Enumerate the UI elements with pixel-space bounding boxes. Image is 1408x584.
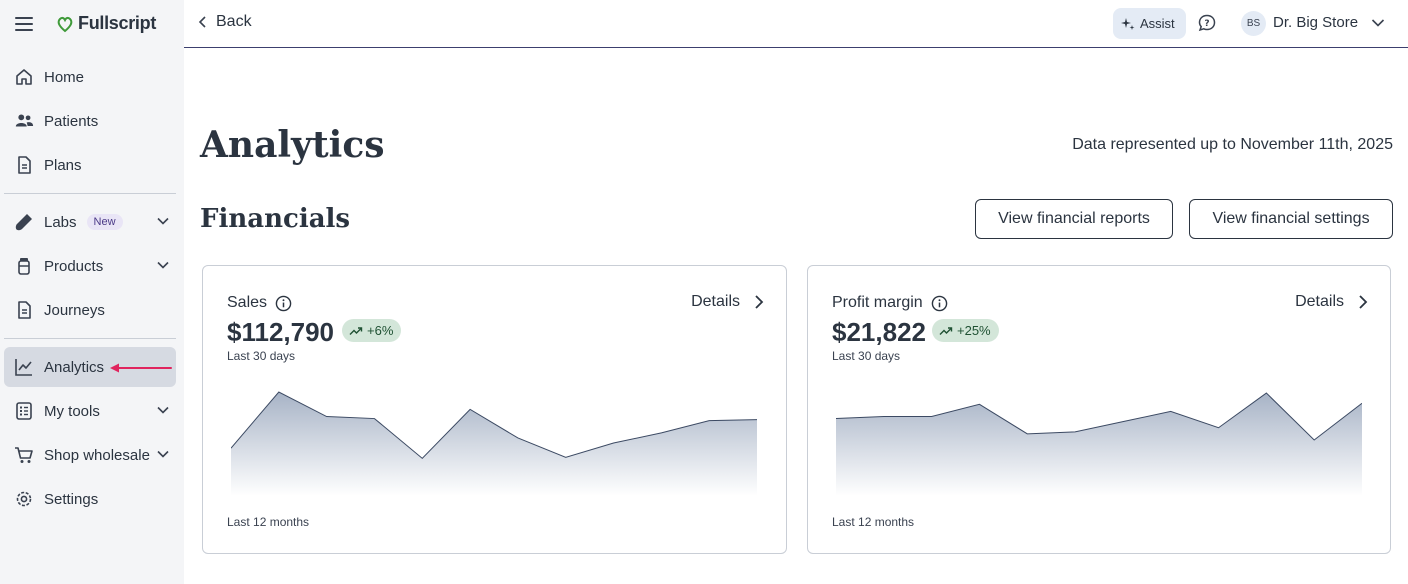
sidebar-divider bbox=[4, 193, 176, 194]
analytics-icon bbox=[14, 357, 34, 377]
patients-icon bbox=[14, 111, 34, 131]
page-title: Analytics bbox=[200, 124, 385, 166]
sidebar-item-label: My tools bbox=[44, 402, 100, 420]
details-link[interactable]: Details bbox=[691, 293, 764, 311]
new-badge: New bbox=[86, 214, 123, 230]
plans-icon bbox=[14, 155, 34, 175]
chart-range-label: Last 12 months bbox=[832, 515, 915, 529]
chevron-down-icon[interactable] bbox=[156, 447, 170, 461]
app-name: Fullscript bbox=[78, 13, 157, 33]
sidebar-item-patients[interactable]: Patients bbox=[4, 101, 176, 141]
sidebar-item-plans[interactable]: Plans bbox=[4, 145, 176, 185]
chevron-right-icon bbox=[1359, 295, 1368, 309]
details-link[interactable]: Details bbox=[1295, 293, 1368, 311]
sidebar: Fullscript Home Patients Plans Labs New … bbox=[0, 0, 184, 584]
assist-label: Assist bbox=[1140, 16, 1175, 31]
trending-up-icon bbox=[939, 326, 953, 335]
chart-range-label: Last 12 months bbox=[227, 515, 310, 529]
profit-margin-sparkline bbox=[836, 392, 1362, 496]
card-label: Profit margin bbox=[832, 294, 948, 312]
chevron-right-icon bbox=[755, 295, 764, 309]
metric-value: $21,822 bbox=[832, 317, 926, 347]
sparkle-icon bbox=[1121, 17, 1135, 30]
tools-icon bbox=[14, 401, 34, 421]
sidebar-header: Fullscript bbox=[0, 0, 184, 48]
chevron-down-icon[interactable] bbox=[156, 258, 170, 272]
back-button[interactable]: Back bbox=[198, 13, 252, 31]
view-financial-reports-button[interactable]: View financial reports bbox=[975, 199, 1173, 239]
user-menu[interactable]: Dr. Big Store bbox=[1273, 14, 1359, 31]
sales-sparkline bbox=[231, 391, 757, 496]
sidebar-item-products[interactable]: Products bbox=[4, 246, 176, 286]
card-title: Sales bbox=[227, 294, 268, 311]
back-label: Back bbox=[216, 13, 252, 30]
svg-text:?: ? bbox=[1204, 19, 1209, 29]
sparkline-area bbox=[836, 393, 1362, 496]
sidebar-item-label: Shop wholesale bbox=[44, 446, 150, 464]
chevron-left-icon bbox=[198, 16, 206, 28]
sidebar-item-label: Settings bbox=[44, 490, 99, 508]
cart-icon bbox=[14, 445, 34, 465]
sidebar-item-my-tools[interactable]: My tools bbox=[4, 391, 176, 431]
trend-value: +25% bbox=[957, 323, 991, 338]
home-icon bbox=[14, 67, 34, 87]
trend-value: +6% bbox=[367, 323, 394, 338]
period-label: Last 30 days bbox=[227, 349, 296, 363]
sparkline-line bbox=[231, 391, 757, 460]
section-title: Financials bbox=[200, 204, 351, 234]
chevron-down-icon[interactable] bbox=[156, 403, 170, 417]
card-label: Sales bbox=[227, 294, 292, 312]
sidebar-item-label: Plans bbox=[44, 156, 82, 174]
sales-card: Sales Details $112,790 +6% Last 30 days … bbox=[202, 265, 787, 554]
trend-badge: +25% bbox=[932, 319, 999, 342]
sidebar-item-label: Products bbox=[44, 257, 104, 275]
profit-margin-card: Profit margin Details $21,822 +25% Last … bbox=[807, 265, 1391, 554]
info-icon[interactable] bbox=[931, 295, 948, 312]
leaf-logo-icon bbox=[57, 16, 73, 32]
period-label: Last 30 days bbox=[832, 349, 901, 363]
labs-icon bbox=[14, 212, 34, 232]
trend-badge: +6% bbox=[342, 319, 402, 342]
sidebar-item-label: Patients bbox=[44, 112, 99, 130]
hamburger-menu-icon[interactable] bbox=[15, 17, 33, 31]
journeys-icon bbox=[14, 300, 34, 320]
annotation-arrow-icon bbox=[110, 363, 172, 373]
sidebar-item-journeys[interactable]: Journeys bbox=[4, 290, 176, 330]
sparkline-line bbox=[836, 392, 1362, 441]
sidebar-divider bbox=[4, 338, 176, 339]
sidebar-item-label: Labs bbox=[44, 213, 77, 231]
trending-up-icon bbox=[349, 326, 363, 335]
info-icon[interactable] bbox=[275, 295, 292, 312]
fullscript-logo[interactable]: Fullscript bbox=[56, 13, 156, 34]
gear-icon bbox=[14, 489, 34, 509]
top-bar: Back Assist ? BS Dr. Big Store bbox=[184, 0, 1408, 48]
details-label: Details bbox=[691, 293, 740, 310]
details-label: Details bbox=[1295, 293, 1344, 310]
metric-value: $112,790 bbox=[227, 317, 335, 347]
sidebar-item-labs[interactable]: Labs New bbox=[4, 202, 176, 242]
chevron-down-icon[interactable] bbox=[1371, 16, 1385, 30]
sparkline-area bbox=[231, 392, 757, 496]
sidebar-item-label: Home bbox=[44, 68, 85, 86]
products-icon bbox=[14, 256, 34, 276]
data-date-note: Data represented up to November 11th, 20… bbox=[1072, 136, 1393, 153]
sidebar-item-label: Analytics bbox=[44, 358, 105, 376]
avatar[interactable]: BS bbox=[1241, 11, 1266, 36]
sidebar-item-label: Journeys bbox=[44, 301, 105, 319]
sidebar-item-home[interactable]: Home bbox=[4, 57, 176, 97]
sidebar-item-shop-wholesale[interactable]: Shop wholesale bbox=[4, 435, 176, 475]
view-financial-settings-button[interactable]: View financial settings bbox=[1189, 199, 1393, 239]
assist-button[interactable]: Assist bbox=[1113, 8, 1186, 39]
chevron-down-icon[interactable] bbox=[156, 214, 170, 228]
sidebar-item-settings[interactable]: Settings bbox=[4, 479, 176, 519]
card-title: Profit margin bbox=[832, 294, 923, 311]
chat-help-icon[interactable]: ? bbox=[1197, 13, 1217, 33]
